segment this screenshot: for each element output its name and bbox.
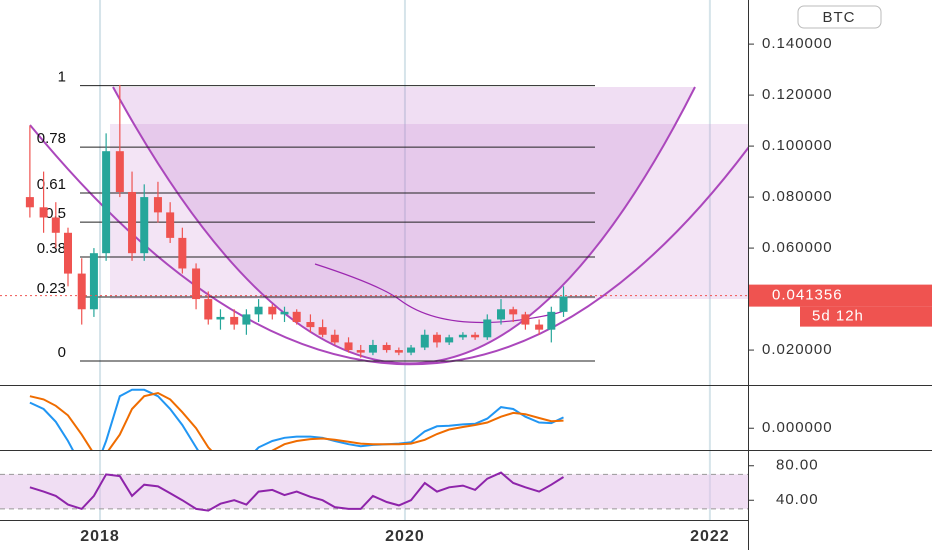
candle-body [547, 311, 556, 330]
candle-body [420, 334, 429, 348]
candle-body [368, 344, 377, 353]
candle-body [39, 207, 48, 218]
symbol-box [797, 5, 882, 29]
macd-line [29, 388, 564, 450]
candle-body [216, 316, 225, 320]
candle-body [140, 197, 149, 254]
candle-body [178, 237, 187, 269]
main-pane: 10.780.610.50.380.230 [0, 69, 748, 362]
x-tick-label: 2022 [690, 528, 730, 545]
rsi-line [29, 471, 565, 512]
candle-body [166, 212, 175, 238]
y-tick-label: 0.060000 [762, 239, 833, 256]
candle-body [445, 337, 454, 343]
candle-body [128, 191, 137, 254]
macd-pane [29, 388, 564, 450]
fib-label: 0.38 [37, 240, 66, 257]
candle-body [535, 324, 544, 330]
cup-fill [113, 87, 695, 364]
candle-body [407, 347, 416, 353]
candle-body [318, 327, 327, 335]
candle-body [394, 350, 403, 353]
candle-body [509, 309, 518, 315]
candle-body [330, 334, 339, 343]
candle-body [471, 334, 480, 338]
candle-body [204, 299, 213, 320]
signal-line [29, 391, 564, 450]
candle-body [344, 342, 353, 351]
symbol: BTC [823, 9, 856, 26]
candle-body [242, 314, 251, 325]
candle-body [292, 311, 301, 323]
candle-body [432, 334, 441, 343]
candle-body [77, 273, 86, 310]
candle-body [382, 344, 391, 351]
candle-body [102, 151, 111, 254]
candle-body [268, 306, 277, 315]
candle-body [254, 306, 263, 315]
y-tick-label: 0.100000 [762, 137, 833, 154]
candle-body [483, 319, 492, 338]
rsi-tick-label: 40.00 [776, 491, 819, 508]
candle-body [458, 334, 467, 338]
last-price-box [749, 284, 932, 307]
candle-body [153, 197, 162, 213]
candle-body [559, 296, 568, 312]
candle-body [280, 311, 289, 315]
fib-zone [110, 124, 748, 299]
candle-body [192, 268, 201, 300]
candle-body [64, 232, 72, 274]
candle-body [51, 217, 60, 233]
candle-body [25, 197, 34, 208]
macd-tick-label: 0.000000 [762, 419, 833, 436]
y-tick-label: 0.020000 [762, 341, 833, 358]
moving-average [314, 263, 566, 324]
x-tick-label: 2018 [80, 528, 120, 545]
fib-label: 0.23 [37, 280, 66, 297]
y-tick-label: 0.120000 [762, 86, 833, 103]
candle-body [89, 253, 98, 310]
fib-label: 0 [58, 344, 66, 361]
rsi-tick-label: 80.00 [776, 457, 819, 474]
fib-label: 0.78 [37, 130, 66, 147]
rsi-pane [0, 471, 748, 512]
candle-body [356, 350, 365, 353]
countdown-box [800, 306, 932, 327]
candle-body [306, 322, 315, 328]
fib-label: 1 [58, 69, 66, 86]
candle-body [497, 309, 506, 320]
candle-body [115, 151, 124, 192]
countdown: 5d 12h [812, 308, 864, 325]
y-tick-label: 0.140000 [762, 35, 833, 52]
candle-body [521, 314, 530, 325]
drawings [29, 86, 748, 366]
rsi-band [0, 474, 748, 509]
fib-label: 0.61 [37, 176, 66, 193]
last-price: 0.041356 [772, 287, 843, 304]
cup-curve [112, 86, 696, 365]
y-tick-label: 0.080000 [762, 188, 833, 205]
candle-body [230, 316, 239, 325]
x-tick-label: 2020 [385, 528, 425, 545]
